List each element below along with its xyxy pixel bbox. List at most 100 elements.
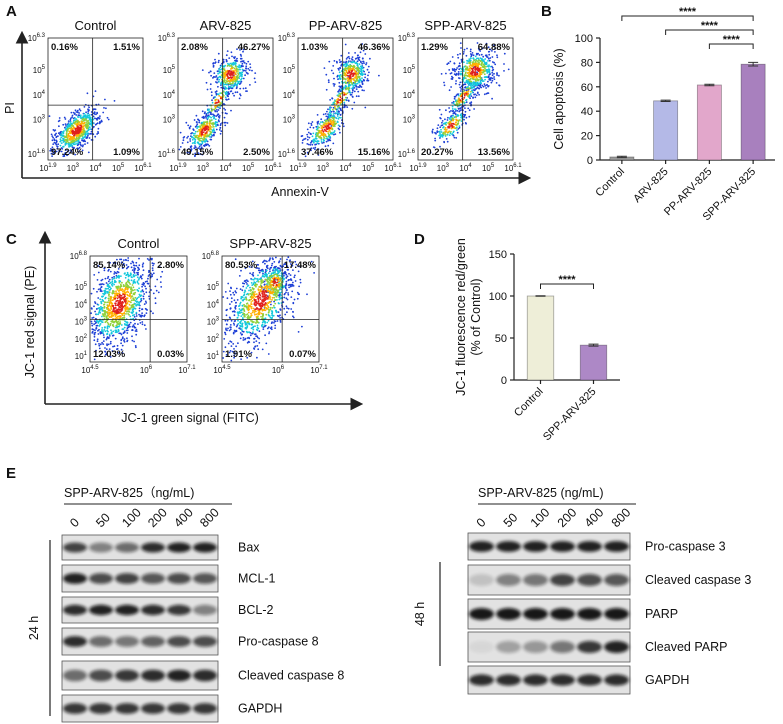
density-dot <box>133 275 135 278</box>
density-dot <box>55 143 58 146</box>
density-dot <box>208 115 211 118</box>
density-dot <box>254 345 257 348</box>
density-dot <box>189 125 192 128</box>
density-dot <box>114 315 117 317</box>
density-dot <box>103 269 106 272</box>
density-dot <box>235 345 238 348</box>
density-dot <box>455 80 457 82</box>
density-dot <box>132 324 135 326</box>
density-dot <box>491 79 494 82</box>
density-dot <box>328 138 331 141</box>
density-dot <box>340 54 343 57</box>
density-dot <box>473 108 475 110</box>
density-dot <box>53 139 56 142</box>
density-dot <box>111 276 114 279</box>
density-dot <box>319 130 321 132</box>
density-dot <box>108 278 111 281</box>
density-dot <box>441 120 444 122</box>
density-dot <box>109 356 112 358</box>
density-dot <box>141 314 144 317</box>
density-dot <box>117 328 120 331</box>
density-dot <box>133 272 136 274</box>
density-dot <box>214 58 216 61</box>
density-dot <box>459 65 461 67</box>
density-dot <box>214 96 217 98</box>
density-dot <box>71 122 73 125</box>
density-dot <box>124 303 127 306</box>
density-dot <box>123 314 126 317</box>
density-dot <box>468 88 471 90</box>
density-dot <box>129 297 132 299</box>
density-dot <box>97 313 100 316</box>
x-tick-label: 103 <box>67 163 80 173</box>
density-dot <box>143 315 146 318</box>
density-dot <box>455 119 458 122</box>
density-dot <box>213 117 215 120</box>
density-dot <box>209 138 212 141</box>
density-dot <box>131 276 133 279</box>
density-dot <box>66 129 69 132</box>
plot-title: Control <box>118 236 160 251</box>
density-dot <box>141 265 144 268</box>
density-dot <box>92 112 95 115</box>
density-dot <box>230 345 233 347</box>
density-dot <box>358 79 360 82</box>
density-dot <box>200 137 203 140</box>
density-dot <box>233 314 236 317</box>
density-dot <box>351 75 354 77</box>
density-dot <box>198 145 201 148</box>
density-dot <box>289 285 292 288</box>
density-dot <box>49 149 52 152</box>
density-dot <box>183 136 186 138</box>
density-dot <box>267 326 270 329</box>
density-dot <box>303 150 306 153</box>
density-dot <box>235 66 238 68</box>
density-dot <box>223 65 226 68</box>
density-dot <box>295 263 298 266</box>
density-dot <box>465 89 468 92</box>
density-dot <box>240 269 242 272</box>
density-dot <box>263 280 266 283</box>
density-dot <box>224 96 227 99</box>
density-dot <box>487 50 490 53</box>
y-tick-label: 101.6 <box>28 149 46 159</box>
density-dot <box>230 68 232 70</box>
density-dot <box>465 79 468 82</box>
density-dot <box>485 87 487 89</box>
density-dot <box>359 51 362 54</box>
density-dot <box>237 65 239 68</box>
density-dot <box>241 333 244 336</box>
density-dot <box>206 143 209 146</box>
density-dot <box>219 127 222 129</box>
density-dot <box>239 82 242 84</box>
density-dot <box>137 323 139 325</box>
density-dot <box>450 130 452 133</box>
density-dot <box>239 332 242 334</box>
density-dot <box>314 148 316 151</box>
density-dot <box>151 273 154 276</box>
density-dot <box>234 91 237 94</box>
density-dot <box>218 78 221 81</box>
density-dot <box>318 123 321 125</box>
density-dot <box>118 322 121 325</box>
density-dot <box>197 125 200 128</box>
density-dot <box>51 135 54 138</box>
density-dot <box>323 126 325 129</box>
density-dot <box>229 62 232 65</box>
tick-base: 10 <box>134 164 143 173</box>
density-dot <box>329 112 331 114</box>
density-dot <box>434 137 436 140</box>
density-dot <box>135 333 138 336</box>
density-dot <box>458 126 461 129</box>
tick-exponent: 7.1 <box>187 365 196 371</box>
density-dot <box>114 309 116 312</box>
density-dot <box>132 280 135 283</box>
density-dot <box>467 80 469 82</box>
density-dot <box>328 116 331 119</box>
density-dot <box>201 129 204 132</box>
density-dot <box>213 76 216 78</box>
density-dot <box>310 149 312 152</box>
density-dot <box>57 132 60 135</box>
density-dot <box>467 107 470 110</box>
density-dot <box>106 343 108 345</box>
